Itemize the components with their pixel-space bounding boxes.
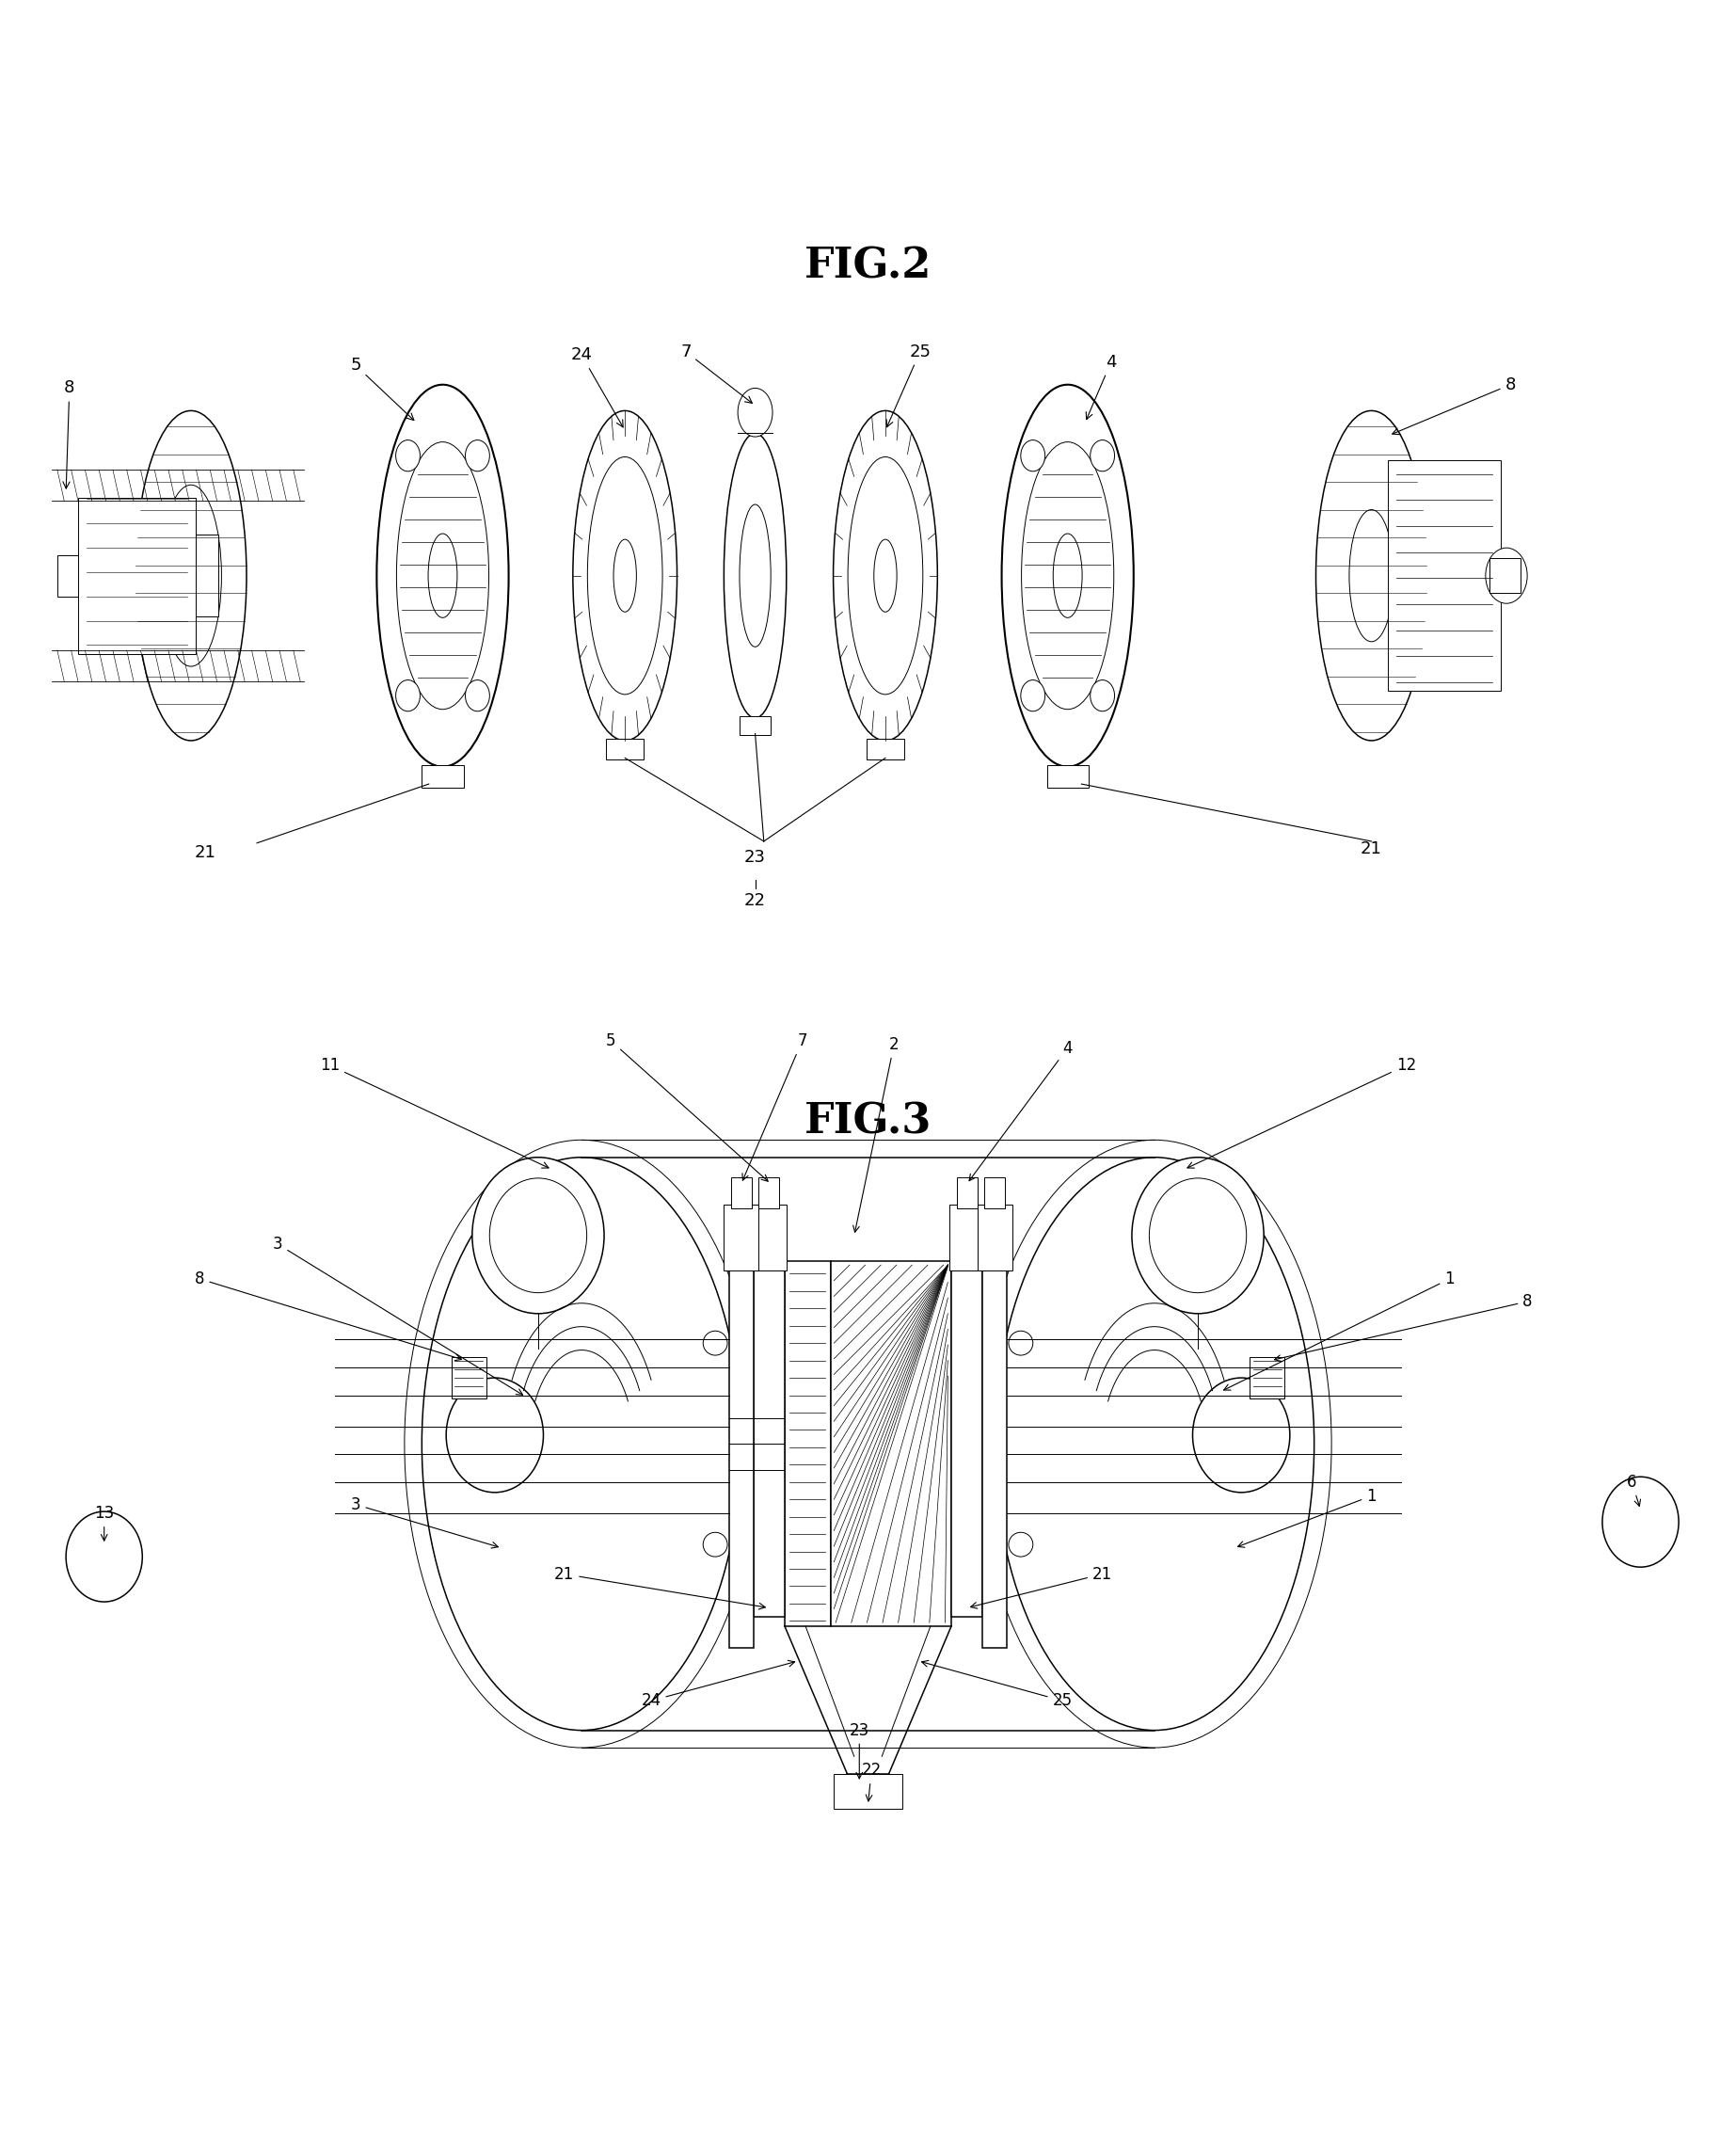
Ellipse shape bbox=[1002, 385, 1134, 766]
Ellipse shape bbox=[1054, 533, 1082, 617]
Ellipse shape bbox=[587, 456, 663, 694]
Text: 4: 4 bbox=[969, 1041, 1073, 1180]
Ellipse shape bbox=[396, 441, 490, 709]
Ellipse shape bbox=[1132, 1158, 1264, 1315]
Bar bbox=[785, 1261, 830, 1627]
Text: 7: 7 bbox=[681, 343, 752, 403]
Ellipse shape bbox=[1349, 510, 1394, 642]
Text: FIG.2: FIG.2 bbox=[804, 246, 932, 287]
Ellipse shape bbox=[377, 385, 509, 766]
Ellipse shape bbox=[703, 1533, 727, 1557]
Ellipse shape bbox=[1009, 1533, 1033, 1557]
Text: 12: 12 bbox=[1187, 1058, 1417, 1169]
Ellipse shape bbox=[396, 441, 420, 471]
Ellipse shape bbox=[465, 441, 490, 471]
Ellipse shape bbox=[1486, 548, 1528, 604]
Bar bbox=[78, 497, 196, 653]
Bar bbox=[984, 1178, 1005, 1208]
Bar bbox=[729, 1240, 753, 1649]
Ellipse shape bbox=[160, 484, 222, 666]
Text: 2: 2 bbox=[852, 1036, 899, 1233]
Bar bbox=[951, 1270, 983, 1616]
Bar bbox=[163, 535, 219, 617]
Text: 8: 8 bbox=[194, 1270, 462, 1360]
Text: 11: 11 bbox=[319, 1058, 549, 1169]
Bar bbox=[1389, 460, 1502, 692]
Ellipse shape bbox=[66, 1512, 142, 1601]
Text: 21: 21 bbox=[970, 1565, 1113, 1608]
Ellipse shape bbox=[613, 540, 637, 612]
Bar bbox=[422, 764, 464, 788]
Ellipse shape bbox=[873, 540, 898, 612]
Bar bbox=[753, 1270, 785, 1616]
Ellipse shape bbox=[135, 411, 247, 741]
Bar bbox=[950, 1205, 984, 1270]
Text: 8: 8 bbox=[62, 379, 75, 488]
Text: 1: 1 bbox=[1224, 1270, 1455, 1390]
Text: 22: 22 bbox=[745, 893, 766, 910]
Bar bbox=[957, 1178, 977, 1208]
Ellipse shape bbox=[738, 388, 773, 437]
Text: 7: 7 bbox=[743, 1032, 807, 1180]
Ellipse shape bbox=[740, 505, 771, 647]
Text: FIG.3: FIG.3 bbox=[804, 1103, 932, 1141]
Text: 21: 21 bbox=[554, 1565, 766, 1610]
Bar bbox=[1489, 559, 1521, 593]
Ellipse shape bbox=[1090, 681, 1115, 711]
Ellipse shape bbox=[1602, 1477, 1679, 1567]
Text: 6: 6 bbox=[1627, 1473, 1641, 1505]
Text: 21: 21 bbox=[194, 844, 215, 861]
Text: 3: 3 bbox=[273, 1235, 523, 1396]
Bar bbox=[866, 739, 904, 760]
Text: 3: 3 bbox=[351, 1497, 498, 1548]
Ellipse shape bbox=[1090, 441, 1115, 471]
Text: 24: 24 bbox=[571, 347, 623, 428]
Ellipse shape bbox=[724, 432, 786, 717]
Ellipse shape bbox=[429, 533, 457, 617]
Text: 21: 21 bbox=[1361, 839, 1382, 856]
Text: 13: 13 bbox=[94, 1505, 115, 1542]
Ellipse shape bbox=[833, 411, 937, 741]
Text: 23: 23 bbox=[745, 850, 766, 865]
Ellipse shape bbox=[1021, 441, 1045, 471]
Bar bbox=[1250, 1357, 1285, 1398]
Text: 1: 1 bbox=[1238, 1488, 1377, 1548]
Bar bbox=[833, 1773, 903, 1809]
Bar bbox=[977, 1205, 1012, 1270]
Bar bbox=[759, 1178, 779, 1208]
Ellipse shape bbox=[1316, 411, 1427, 741]
Ellipse shape bbox=[1193, 1379, 1290, 1492]
Ellipse shape bbox=[396, 681, 420, 711]
Bar bbox=[752, 1205, 786, 1270]
Bar bbox=[451, 1357, 486, 1398]
Text: 8: 8 bbox=[1274, 1293, 1533, 1362]
Ellipse shape bbox=[703, 1332, 727, 1355]
Ellipse shape bbox=[472, 1158, 604, 1315]
Text: 5: 5 bbox=[351, 358, 413, 420]
Bar bbox=[1047, 764, 1088, 788]
Bar bbox=[724, 1205, 759, 1270]
Bar bbox=[983, 1240, 1007, 1649]
Text: 5: 5 bbox=[606, 1032, 767, 1182]
Text: 4: 4 bbox=[1087, 353, 1116, 420]
Ellipse shape bbox=[573, 411, 677, 741]
Bar bbox=[830, 1261, 951, 1627]
Text: 25: 25 bbox=[887, 343, 930, 426]
Text: 25: 25 bbox=[922, 1661, 1073, 1709]
Ellipse shape bbox=[1021, 681, 1045, 711]
Bar bbox=[731, 1178, 752, 1208]
Text: 8: 8 bbox=[1392, 377, 1516, 435]
Ellipse shape bbox=[465, 681, 490, 711]
Text: 24: 24 bbox=[641, 1661, 795, 1709]
Ellipse shape bbox=[847, 456, 924, 694]
Ellipse shape bbox=[446, 1379, 543, 1492]
Bar bbox=[57, 555, 78, 597]
Bar bbox=[606, 739, 644, 760]
Ellipse shape bbox=[1009, 1332, 1033, 1355]
Bar bbox=[740, 717, 771, 734]
Text: 22: 22 bbox=[861, 1762, 882, 1801]
Ellipse shape bbox=[1021, 441, 1115, 709]
Text: 23: 23 bbox=[849, 1721, 870, 1779]
